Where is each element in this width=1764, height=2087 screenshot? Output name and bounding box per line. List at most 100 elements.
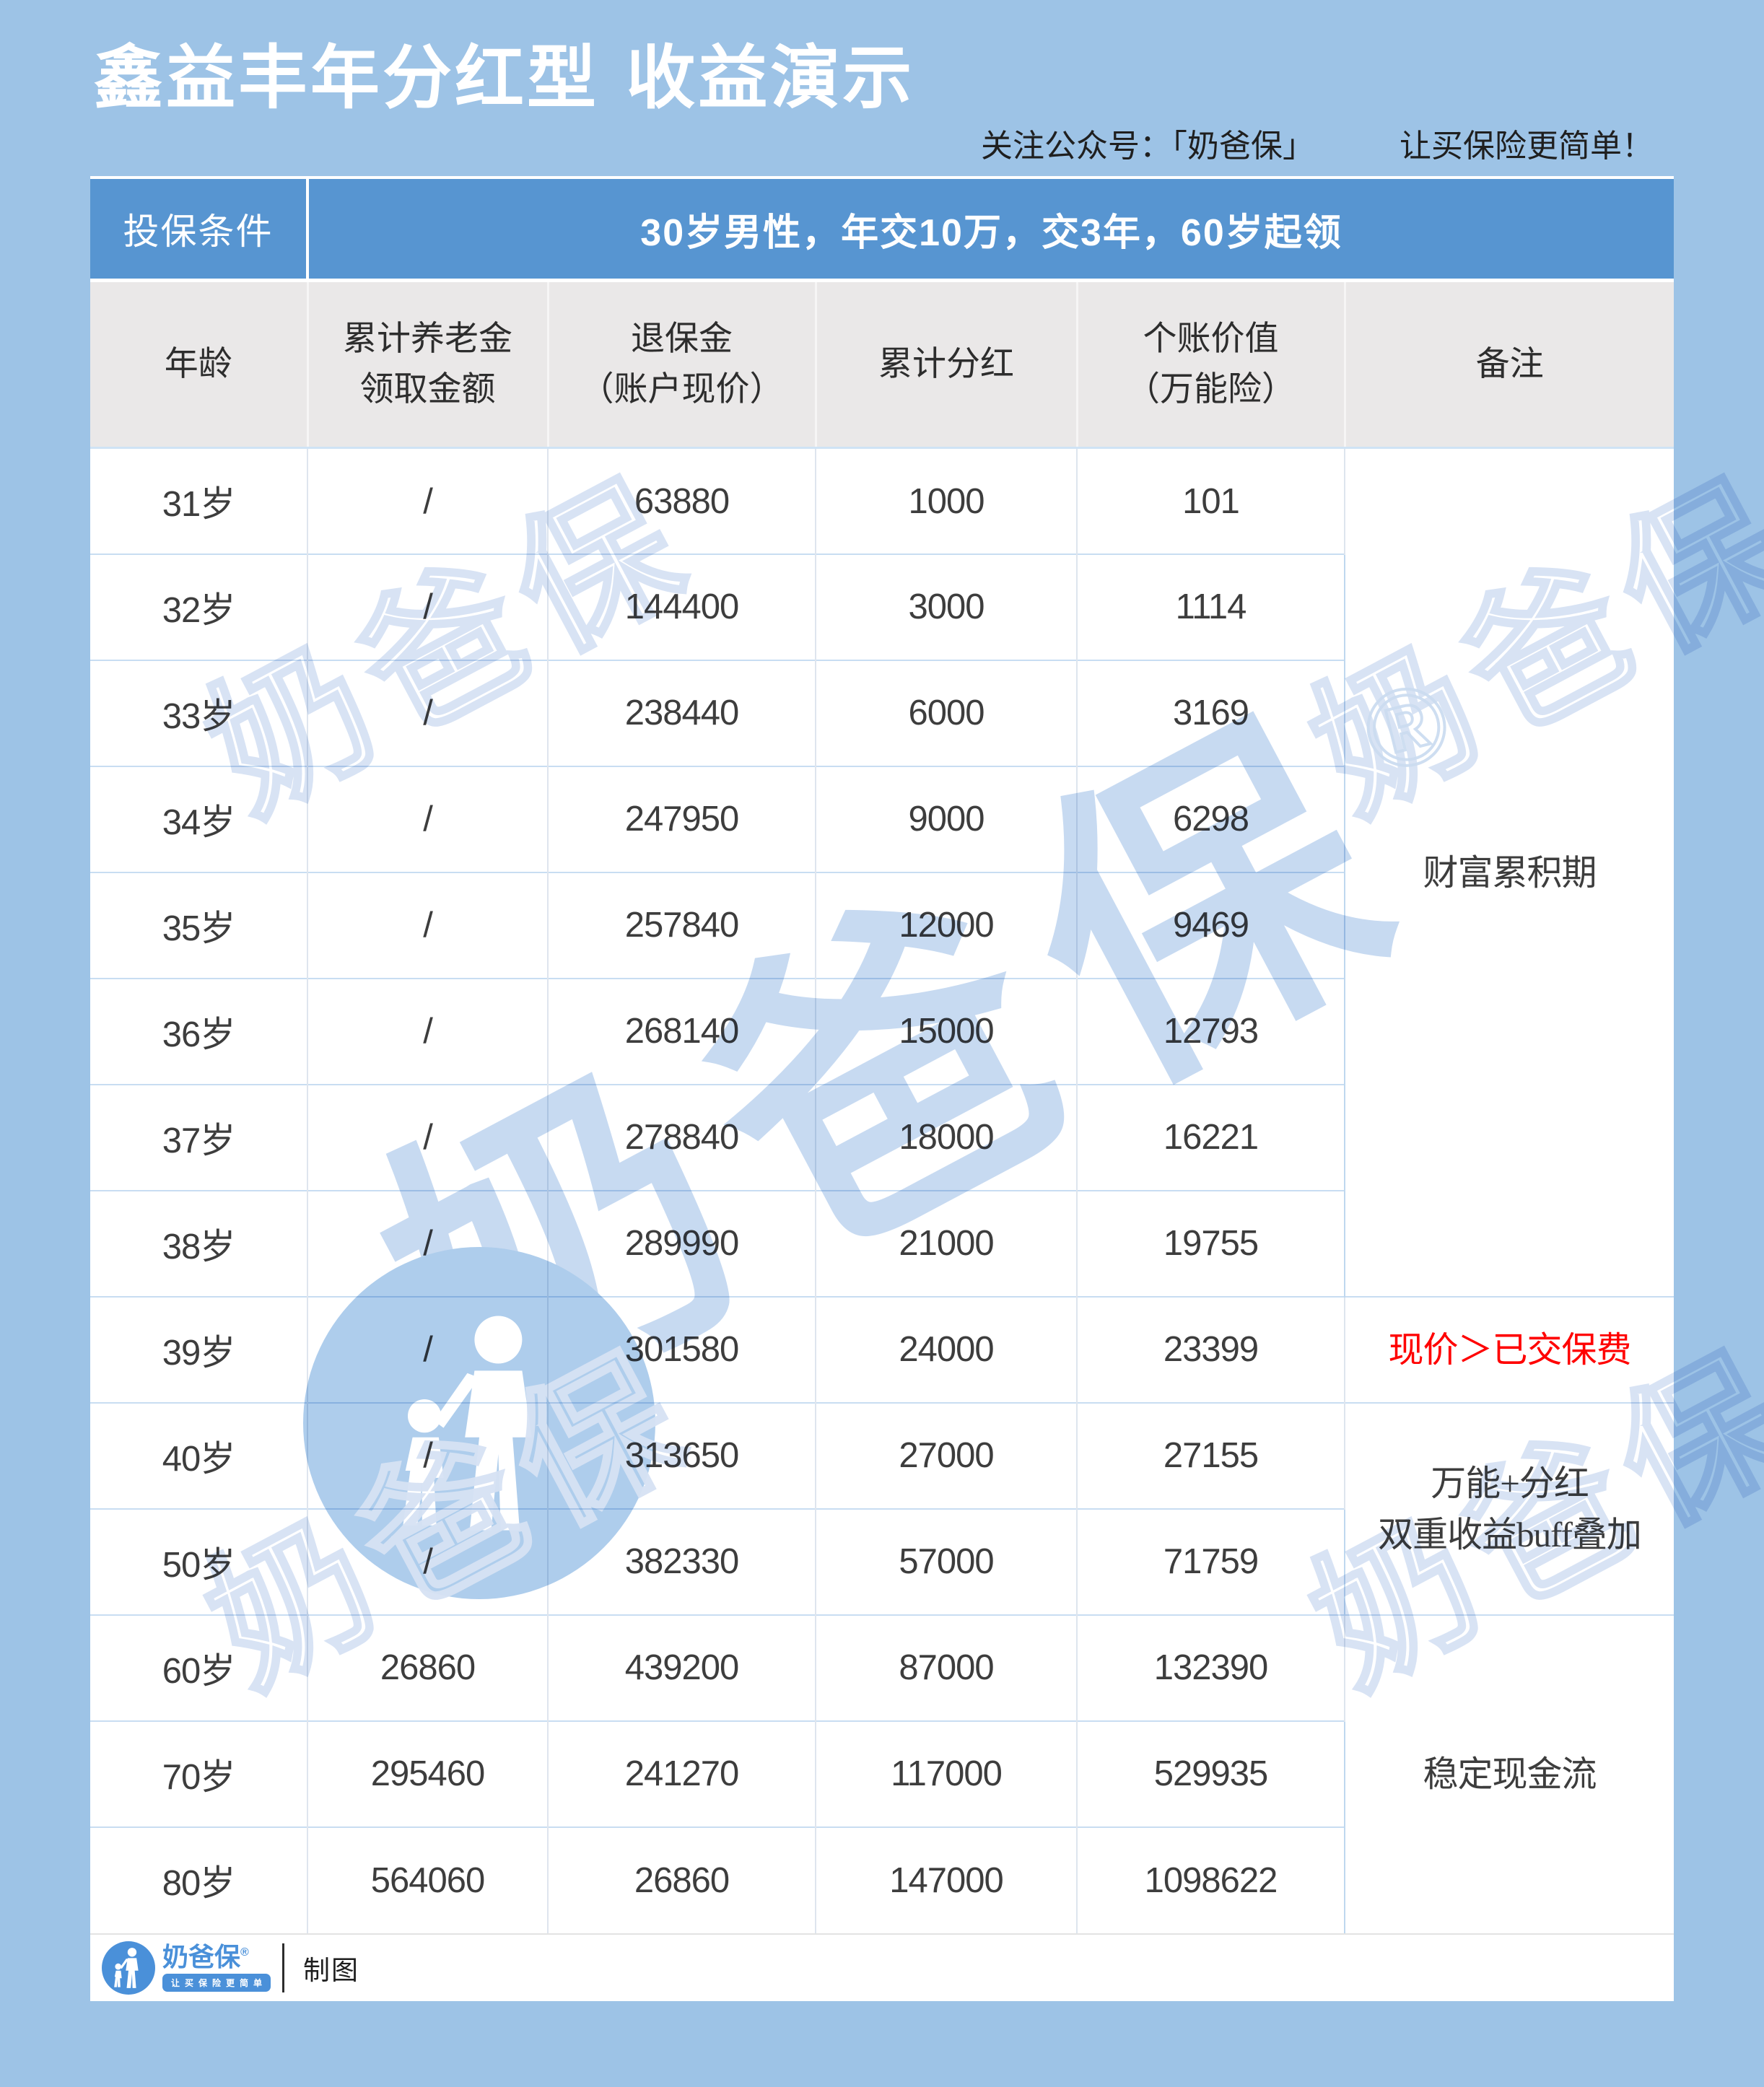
subtitle: 关注公众号：「奶爸保」 让买保险更简单！ — [94, 126, 1674, 166]
remark-line: 万能+分红 — [1431, 1463, 1589, 1503]
col-header-pension: 累计养老金 领取金额 — [307, 280, 549, 450]
table-row: 60岁 26860 439200 87000 132390 稳定现金流 — [90, 1614, 1675, 1933]
remark-line: 双重收益buff叠加 — [1378, 1514, 1642, 1554]
value-cell: 26860 — [307, 1614, 549, 1721]
value-cell: 278840 — [548, 1083, 816, 1191]
value-cell: / — [307, 871, 549, 979]
age-cell: 33岁 — [90, 659, 308, 766]
value-cell: 268140 — [548, 977, 816, 1085]
col-header-label: 年龄 — [164, 346, 232, 384]
col-header-surrender: 退保金 （账户现价） — [548, 280, 817, 450]
page-header: 鑫益丰年分红型 收益演示 关注公众号：「奶爸保」 让买保险更简单！ — [0, 0, 1764, 166]
col-header-dividend: 累计分红 — [816, 280, 1078, 450]
col-header-remark: 备注 — [1345, 280, 1675, 450]
value-cell: / — [307, 1295, 549, 1403]
table-row: 39岁 / 301580 24000 23399 现价＞已交保费 — [90, 1295, 1675, 1403]
table-row: 35岁 / 257840 12000 9469 — [90, 871, 1674, 979]
value-cell: / — [307, 977, 549, 1085]
value-cell: 26860 — [548, 1826, 816, 1933]
condition-label: 投保条件 — [90, 175, 309, 283]
age-cell: 70岁 — [90, 1720, 308, 1827]
value-cell: 295460 — [307, 1720, 549, 1827]
table-row: 37岁 / 278840 18000 16221 — [90, 1083, 1674, 1191]
value-cell: 27000 — [816, 1401, 1078, 1509]
col-header-label: 备注 — [1475, 346, 1544, 384]
col-header-age: 年龄 — [90, 280, 309, 450]
value-cell: 12000 — [816, 871, 1078, 979]
remark-cell-double-benefit: 万能+分红 双重收益buff叠加 — [1343, 1401, 1675, 1615]
age-cell: 40岁 — [90, 1401, 308, 1509]
subtitle-slogan: 让买保险更简单！ — [1400, 128, 1654, 164]
value-cell: / — [307, 447, 549, 554]
value-cell: 6000 — [816, 659, 1078, 766]
value-cell: / — [307, 1401, 549, 1509]
registered-mark-icon: ® — [240, 1946, 249, 1959]
parent-child-silhouette-icon — [114, 1947, 139, 1988]
value-cell: / — [307, 1189, 549, 1297]
value-cell: 247950 — [548, 765, 816, 872]
remark-cell-breakeven: 现价＞已交保费 — [1343, 1295, 1675, 1403]
value-cell: 289990 — [548, 1189, 816, 1297]
table-row: 33岁 / 238440 6000 3169 — [90, 659, 1674, 766]
table-row: 36岁 / 268140 15000 12793 — [90, 977, 1674, 1085]
age-cell: 37岁 — [90, 1083, 308, 1191]
value-cell: 71759 — [1077, 1508, 1345, 1615]
value-cell: / — [307, 765, 549, 872]
value-cell: / — [307, 1083, 549, 1191]
value-cell: / — [307, 1508, 549, 1615]
col-header-label: （万能险） — [1126, 371, 1296, 409]
table-row: 80岁 564060 26860 147000 1098622 — [90, 1826, 1674, 1933]
value-cell: / — [307, 553, 549, 660]
value-cell: 3169 — [1077, 659, 1345, 766]
remark-cell-accumulation: 财富累积期 — [1343, 447, 1675, 1297]
brand-slogan-pill: 让买保险更简单 — [162, 1973, 271, 1992]
col-header-label: 累计养老金 — [343, 320, 512, 358]
condition-value: 30岁男性，年交10万，交3年，60岁起领 — [307, 175, 1675, 283]
footer-bar: 奶爸保® 让买保险更简单 制图 — [90, 1933, 1674, 2001]
age-cell: 38岁 — [90, 1189, 308, 1297]
value-cell: 19755 — [1077, 1189, 1345, 1297]
age-cell: 32岁 — [90, 553, 308, 660]
age-cell: 34岁 — [90, 765, 308, 872]
value-cell: 529935 — [1077, 1720, 1345, 1827]
brand-logo-icon — [102, 1941, 155, 1995]
value-cell: 6298 — [1077, 765, 1345, 872]
value-cell: 87000 — [816, 1614, 1078, 1721]
value-cell: 1000 — [816, 447, 1078, 554]
col-header-account: 个账价值 （万能险） — [1077, 280, 1346, 450]
age-cell: 31岁 — [90, 447, 308, 554]
brand-text-block: 奶爸保® 让买保险更简单 — [162, 1941, 271, 1992]
value-cell: 18000 — [816, 1083, 1078, 1191]
brand-name-text: 奶爸保 — [162, 1941, 241, 1972]
value-cell: 382330 — [548, 1508, 816, 1615]
age-cell: 80岁 — [90, 1826, 308, 1933]
table-row: 34岁 / 247950 9000 6298 — [90, 765, 1674, 872]
col-header-label: （账户现价） — [580, 371, 784, 409]
value-cell: 147000 — [816, 1826, 1078, 1933]
table-row: 70岁 295460 241270 117000 529935 — [90, 1720, 1674, 1827]
value-cell: 313650 — [548, 1401, 816, 1509]
value-cell: 1114 — [1077, 553, 1345, 660]
value-cell: 439200 — [548, 1614, 816, 1721]
value-cell: 241270 — [548, 1720, 816, 1827]
value-cell: 9469 — [1077, 871, 1345, 979]
table-row: 31岁 / 63880 1000 101 财富累积期 — [90, 447, 1675, 1297]
age-cell: 39岁 — [90, 1295, 308, 1403]
value-cell: 57000 — [816, 1508, 1078, 1615]
age-cell: 50岁 — [90, 1508, 308, 1615]
subtitle-wechat: 关注公众号：「奶爸保」 — [981, 128, 1314, 164]
value-cell: 9000 — [816, 765, 1078, 872]
footer-caption: 制图 — [303, 1955, 359, 1985]
page-title: 鑫益丰年分红型 收益演示 — [94, 37, 915, 118]
footer-divider — [282, 1943, 284, 1992]
value-cell: 3000 — [816, 553, 1078, 660]
value-cell: 12793 — [1077, 977, 1345, 1085]
column-header-row: 年龄 累计养老金 领取金额 退保金 （账户现价） 累计分红 个账价值 （万能险） 备注 — [90, 280, 1675, 450]
table-row: 32岁 / 144400 3000 1114 — [90, 553, 1674, 660]
value-cell: 132390 — [1077, 1614, 1345, 1721]
table-row: 40岁 / 313650 27000 27155 万能+分红 双重收益buff叠… — [90, 1401, 1675, 1615]
value-cell: 15000 — [816, 977, 1078, 1085]
age-cell: 35岁 — [90, 871, 308, 979]
value-cell: 24000 — [816, 1295, 1078, 1403]
